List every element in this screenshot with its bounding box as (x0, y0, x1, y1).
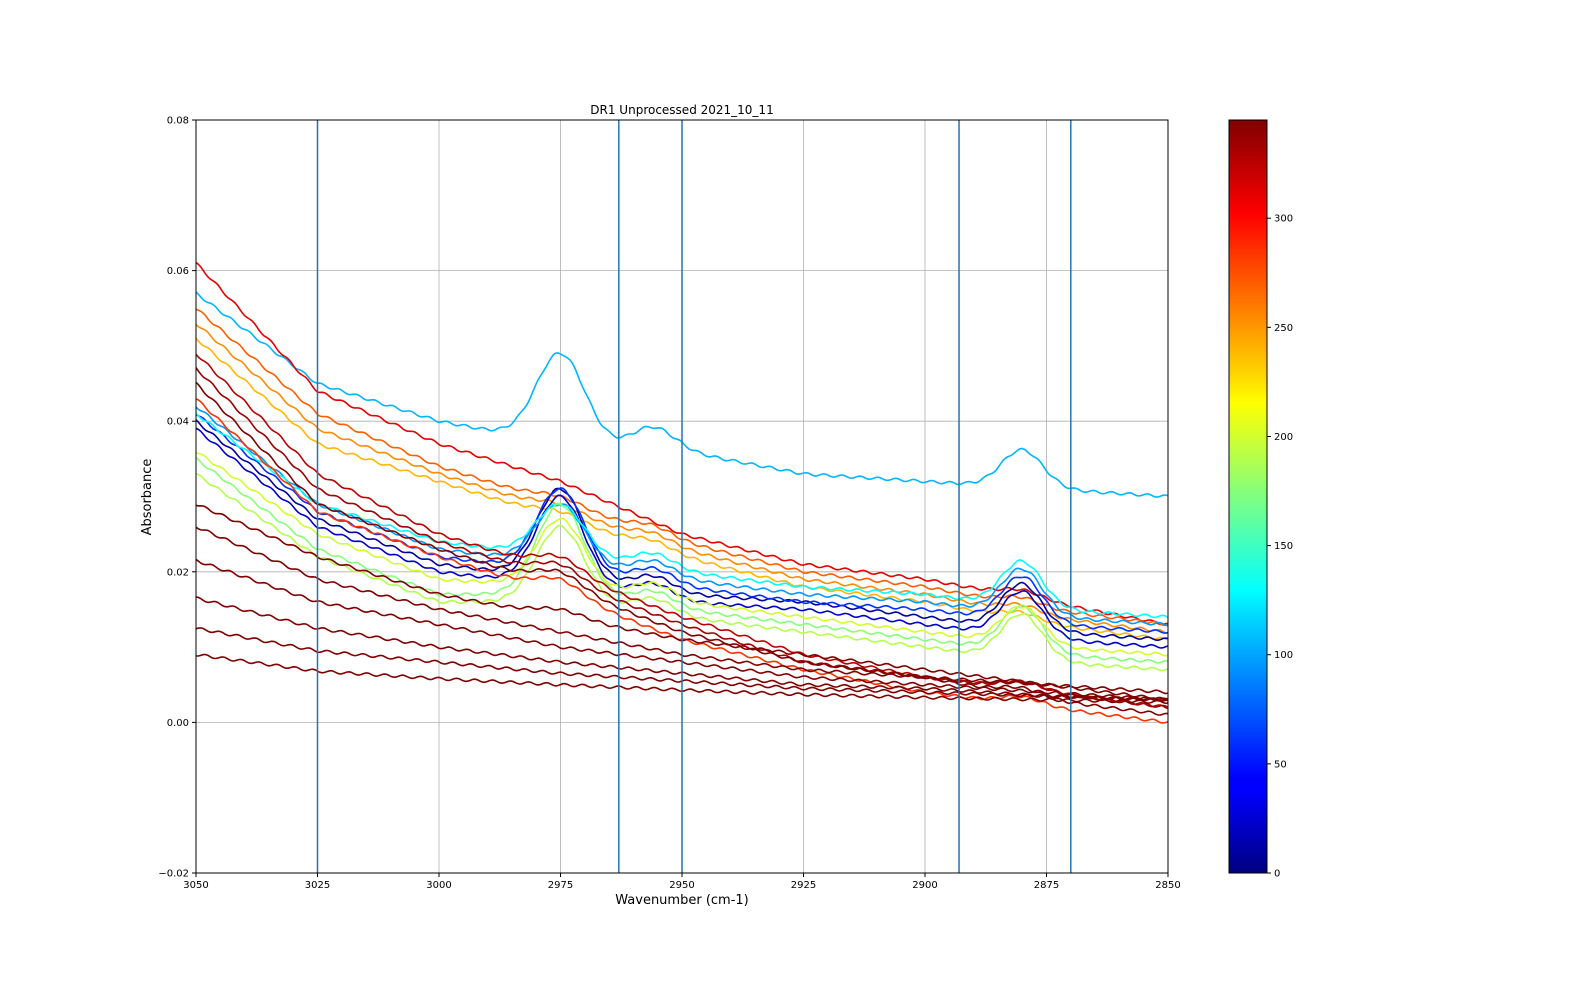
x-tick-label: 2950 (669, 880, 694, 891)
colorbar-tick-label: 150 (1274, 541, 1293, 552)
colorbar-tick-label: 50 (1274, 759, 1287, 770)
x-tick-label: 2875 (1034, 880, 1059, 891)
x-tick-label: 2975 (548, 880, 573, 891)
plot-area (196, 120, 1168, 873)
x-axis-label: Wavenumber (cm-1) (615, 893, 748, 908)
x-tick-label: 3000 (426, 880, 451, 891)
colorbar-tick-label: 250 (1274, 323, 1293, 334)
y-tick-label: 0.06 (167, 266, 189, 277)
x-tick-label: 2925 (791, 880, 816, 891)
colorbar: 0 50 100 150 200 250 300 (1228, 119, 1293, 880)
chart-title: DR1 Unprocessed 2021_10_11 (590, 103, 773, 117)
colorbar-tick-label: 300 (1274, 214, 1293, 225)
colorbar-tick-label: 0 (1274, 869, 1280, 880)
vertical-markers (316, 120, 1072, 873)
y-tick-label: 0.00 (167, 718, 189, 729)
y-axis-ticks: −0.02 0.00 0.02 0.04 0.06 0.08 (158, 116, 196, 880)
colorbar-gradient (1228, 119, 1268, 874)
y-tick-label: 0.02 (167, 567, 189, 578)
x-tick-label: 2850 (1155, 880, 1180, 891)
x-tick-label: 2900 (912, 880, 937, 891)
y-tick-label: −0.02 (158, 869, 189, 880)
y-axis-label: Absorbance (140, 459, 155, 536)
colorbar-ticks: 0 50 100 150 200 250 300 (1267, 214, 1293, 880)
y-tick-label: 0.08 (167, 116, 189, 127)
x-tick-label: 3025 (305, 880, 330, 891)
colorbar-tick-label: 200 (1274, 432, 1293, 443)
colorbar-tick-label: 100 (1274, 650, 1293, 661)
x-tick-label: 3050 (183, 880, 208, 891)
x-axis-ticks: 3050 3025 3000 2975 2950 2925 2900 2875 2850 (183, 873, 1181, 891)
y-tick-label: 0.04 (167, 417, 189, 428)
